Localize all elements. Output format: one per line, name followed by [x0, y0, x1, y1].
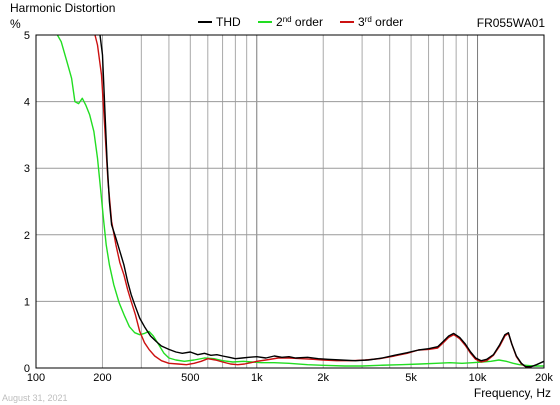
x-tick-label: 1k — [251, 372, 263, 384]
y-tick-label: 5 — [24, 30, 30, 42]
series-line-3rd-order — [94, 35, 532, 368]
x-tick-label: 10k — [469, 372, 487, 384]
measurement-date: August 31, 2021 — [2, 393, 68, 403]
x-tick-label: 200 — [93, 372, 111, 384]
x-tick-label: 5k — [405, 372, 417, 384]
legend: THD 2nd order 3rd order — [198, 15, 403, 29]
series-line-2nd-order — [56, 35, 544, 367]
series-line-thd — [99, 35, 544, 368]
y-tick-label: 0 — [24, 363, 30, 375]
model-name: FR055WA01 — [477, 16, 546, 30]
y-tick-label: 2 — [24, 230, 30, 242]
chart-title: Harmonic Distortion — [10, 1, 115, 15]
plot-area-frame — [35, 34, 545, 369]
grid — [36, 35, 544, 368]
y-tick-label: 1 — [24, 296, 30, 308]
y-axis-label: % — [10, 17, 21, 31]
axes: 100 200 500 1k 2k 5k 10k 20k 0 1 2 3 4 5 — [24, 30, 553, 384]
x-tick-label: 100 — [27, 372, 45, 384]
x-tick-label: 500 — [181, 372, 199, 384]
legend-label-thd: THD — [216, 15, 241, 29]
y-tick-label: 3 — [24, 163, 30, 175]
x-tick-label: 2k — [317, 372, 329, 384]
x-tick-label: 20k — [535, 372, 553, 384]
x-axis-label: Frequency, Hz — [474, 386, 551, 400]
data-series — [56, 35, 544, 368]
y-tick-label: 4 — [24, 97, 30, 109]
